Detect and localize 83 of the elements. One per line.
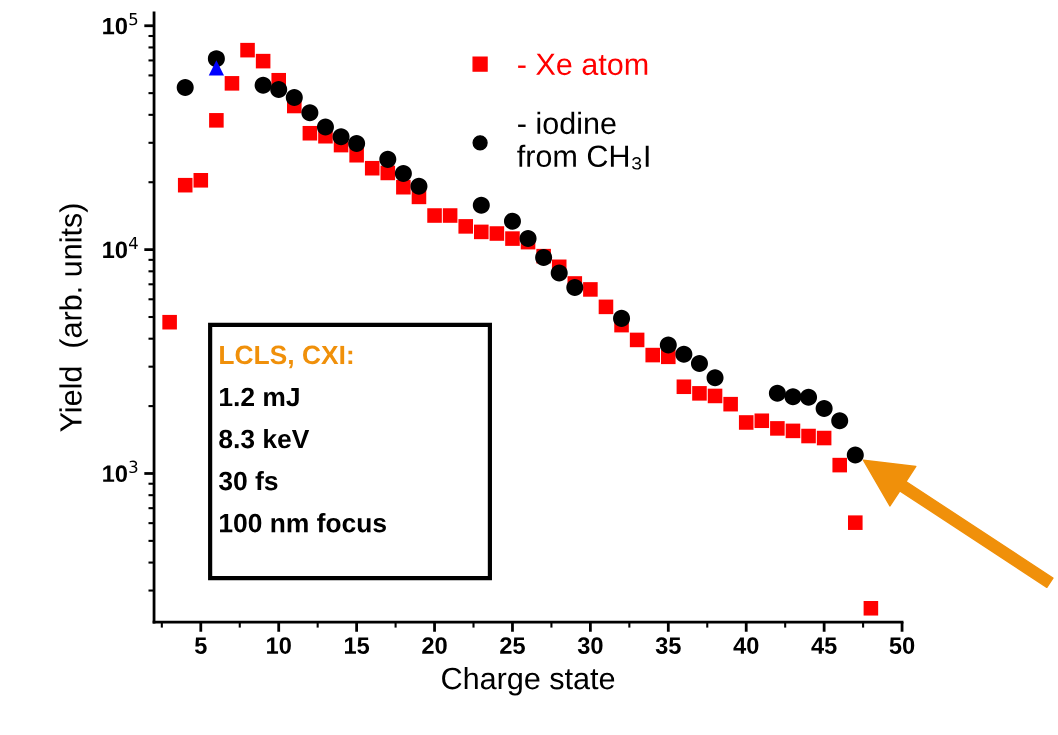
point: [598, 299, 614, 315]
point: [505, 231, 520, 246]
point: [332, 128, 350, 146]
point: [583, 282, 598, 297]
point: [301, 104, 319, 122]
point: [550, 264, 568, 282]
point: [768, 384, 786, 402]
point: [815, 400, 833, 418]
point: [690, 354, 708, 372]
point: [254, 76, 272, 94]
point: [442, 208, 458, 223]
x-tick-label: 30: [577, 637, 603, 654]
point: [692, 386, 707, 401]
point: [162, 314, 177, 330]
point: [754, 413, 770, 429]
point: [629, 332, 645, 348]
point: [801, 428, 816, 444]
point: [770, 421, 785, 436]
point: [489, 226, 505, 241]
x-tick-label: 35: [655, 637, 681, 654]
point: [848, 515, 863, 530]
point: [519, 230, 537, 248]
point: [379, 150, 397, 168]
point: [676, 379, 692, 395]
point: [302, 125, 318, 141]
point: [177, 177, 193, 193]
y-tick-label: 10$^{4}$: [103, 236, 138, 259]
point: [209, 113, 224, 128]
point: [816, 430, 832, 446]
annotation: LCLS, CXI:: [220, 345, 353, 369]
point: [396, 179, 411, 195]
x-tick-label: 45: [811, 637, 837, 654]
point: [240, 42, 255, 58]
point: [285, 89, 303, 107]
point: [348, 134, 366, 152]
x-axis-title: Charge state: [442, 666, 615, 696]
point: [270, 81, 288, 99]
legend-label: - Xe atom: [518, 53, 648, 76]
x-tick-label: 15: [344, 637, 370, 654]
point: [224, 76, 240, 91]
point: [427, 208, 442, 223]
point: [659, 336, 677, 354]
point: [645, 347, 660, 363]
annotation: 100 nm focus: [220, 513, 386, 533]
point: [458, 219, 473, 234]
point: [394, 164, 412, 182]
legend-label: - iodine from CH₃I: [517, 111, 649, 170]
point: [503, 212, 521, 230]
point: [832, 457, 847, 473]
annotation: 1.2 mJ: [220, 387, 299, 407]
annotation: 30 fs: [218, 470, 278, 491]
point: [723, 396, 738, 412]
x-tick-label: 25: [500, 637, 525, 654]
point: [784, 388, 802, 406]
point: [474, 224, 489, 240]
point: [566, 278, 584, 296]
point: [176, 78, 194, 96]
point: [316, 118, 334, 136]
point: [846, 446, 864, 464]
point: [255, 53, 271, 69]
point: [707, 388, 723, 404]
point: [208, 60, 224, 76]
point: [863, 600, 879, 616]
point: [706, 369, 724, 387]
point: [785, 423, 801, 439]
point: [675, 345, 693, 363]
point: [738, 415, 754, 430]
y-tick-label: 10$^{3}$: [103, 460, 138, 483]
point: [193, 173, 209, 188]
x-tick-label: 5: [194, 637, 207, 654]
point: [364, 160, 380, 176]
x-tick-label: 20: [422, 637, 447, 654]
point: [472, 196, 490, 214]
x-tick-label: 50: [889, 637, 915, 654]
y-tick-label: 10$^{5}$: [103, 13, 138, 35]
x-tick-label: 40: [733, 637, 759, 654]
y-axis-title: Yield (arb. units): [59, 204, 88, 432]
annotation: 8.3 keV: [219, 428, 310, 449]
point: [613, 309, 631, 327]
point: [831, 412, 849, 430]
x-tick-label: 10: [267, 637, 291, 654]
point: [410, 177, 428, 195]
point: [800, 388, 818, 406]
